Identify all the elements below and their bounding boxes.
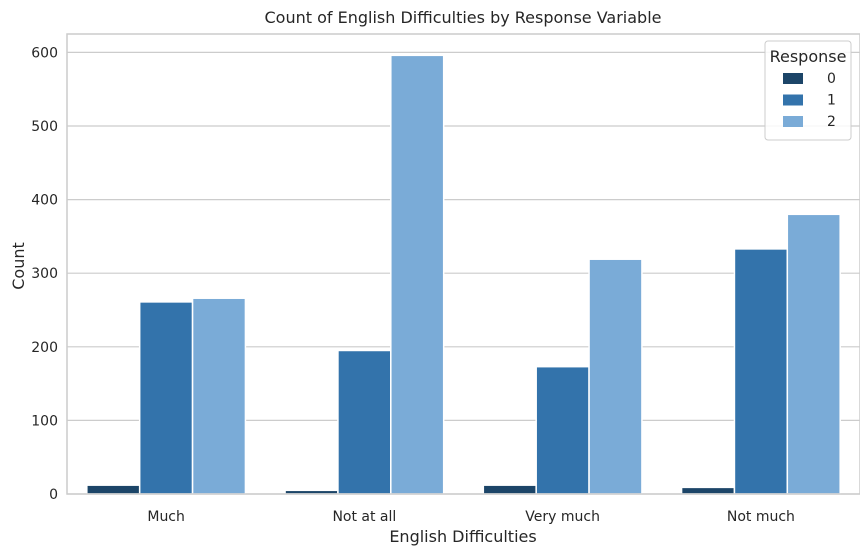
legend: Response 0 1 2 [764, 40, 852, 141]
bar-2-series-1 [535, 365, 590, 495]
bar-0-series-0 [86, 484, 141, 495]
x-tick-label-1: Not at all [332, 509, 396, 525]
legend-swatch-2 [783, 116, 803, 127]
bar-1-series-1 [337, 349, 392, 495]
x-axis-label: English Difficulties [389, 527, 536, 546]
legend-title: Response [770, 47, 847, 66]
chart-title: Count of English Difficulties by Respons… [265, 8, 662, 27]
y-tick-label-5: 500 [31, 119, 58, 135]
plot-frame [66, 33, 860, 495]
bar-0-series-1 [138, 301, 194, 495]
bar-2-series-0 [482, 484, 537, 495]
y-tick-label-0: 0 [49, 487, 58, 503]
y-tick-label-2: 200 [31, 340, 58, 356]
y-axis-label: Count [9, 242, 28, 290]
legend-label-2: 2 [827, 114, 836, 130]
bar-3-series-0 [680, 486, 736, 495]
bar-3-series-1 [733, 248, 789, 495]
x-tick-label-2: Very much [525, 509, 600, 525]
bar-3-series-2 [786, 213, 841, 495]
legend-swatch-1 [783, 94, 803, 106]
y-tick-label-6: 600 [31, 45, 58, 61]
axes-layer: 0 100 200 300 400 500 600 Much Not at all Very mu… [31, 33, 860, 525]
bar-2-series-2 [588, 258, 643, 495]
bars-layer [86, 54, 841, 495]
legend-box [764, 40, 852, 141]
legend-label-0: 0 [827, 71, 836, 87]
y-tick-label-3: 300 [31, 266, 58, 282]
bar-0-series-2 [191, 297, 247, 495]
x-tick-label-3: Not much [727, 509, 795, 525]
legend-label-1: 1 [827, 93, 836, 109]
y-tick-label-4: 400 [31, 193, 58, 209]
x-tick-label-0: Much [147, 509, 185, 525]
y-tick-label-1: 100 [31, 413, 58, 429]
legend-swatch-0 [783, 73, 803, 84]
bar-1-series-2 [390, 54, 445, 495]
